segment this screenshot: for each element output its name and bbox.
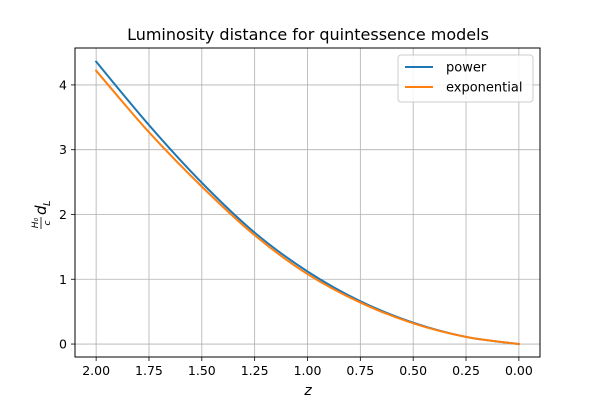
series-line-exponential (94, 69, 520, 346)
legend-label-exponential: exponential (446, 81, 522, 96)
y-axis-label-main: d (32, 205, 50, 215)
x-axis-label: z (303, 383, 312, 399)
legend-label-power: power (446, 61, 487, 76)
x-tick-label: 1.00 (294, 363, 322, 378)
y-axis-label-sub: L (42, 200, 53, 206)
x-tick-label: 1.50 (188, 363, 216, 378)
y-tick-label: 0 (59, 337, 67, 352)
y-tick-label: 1 (59, 272, 67, 287)
x-tick-label: 1.25 (241, 363, 269, 378)
x-tick-label: 0.00 (505, 363, 533, 378)
y-tick-label: 4 (59, 77, 67, 92)
x-tick-label: 2.00 (82, 363, 110, 378)
ticks: 2.00 1.75 1.50 1.25 1.00 0.75 0.50 0.25 0.00 0 1 2 3… (59, 77, 533, 378)
series-layer (94, 60, 520, 346)
x-tick-label: 0.25 (452, 363, 480, 378)
y-tick-label: 2 (59, 207, 67, 222)
x-tick-label: 1.75 (135, 363, 163, 378)
y-axis-label-frac-num: H₀ (31, 217, 41, 228)
legend: power exponential (397, 54, 534, 103)
y-tick-label: 3 (59, 142, 67, 157)
y-axis-label-frac-den: c (43, 220, 53, 225)
y-axis-label: H₀ c d L (31, 200, 53, 229)
x-tick-label: 0.75 (346, 363, 374, 378)
x-tick-label: 0.50 (399, 363, 427, 378)
chart-title: Luminosity distance for quintessence mod… (127, 25, 489, 44)
